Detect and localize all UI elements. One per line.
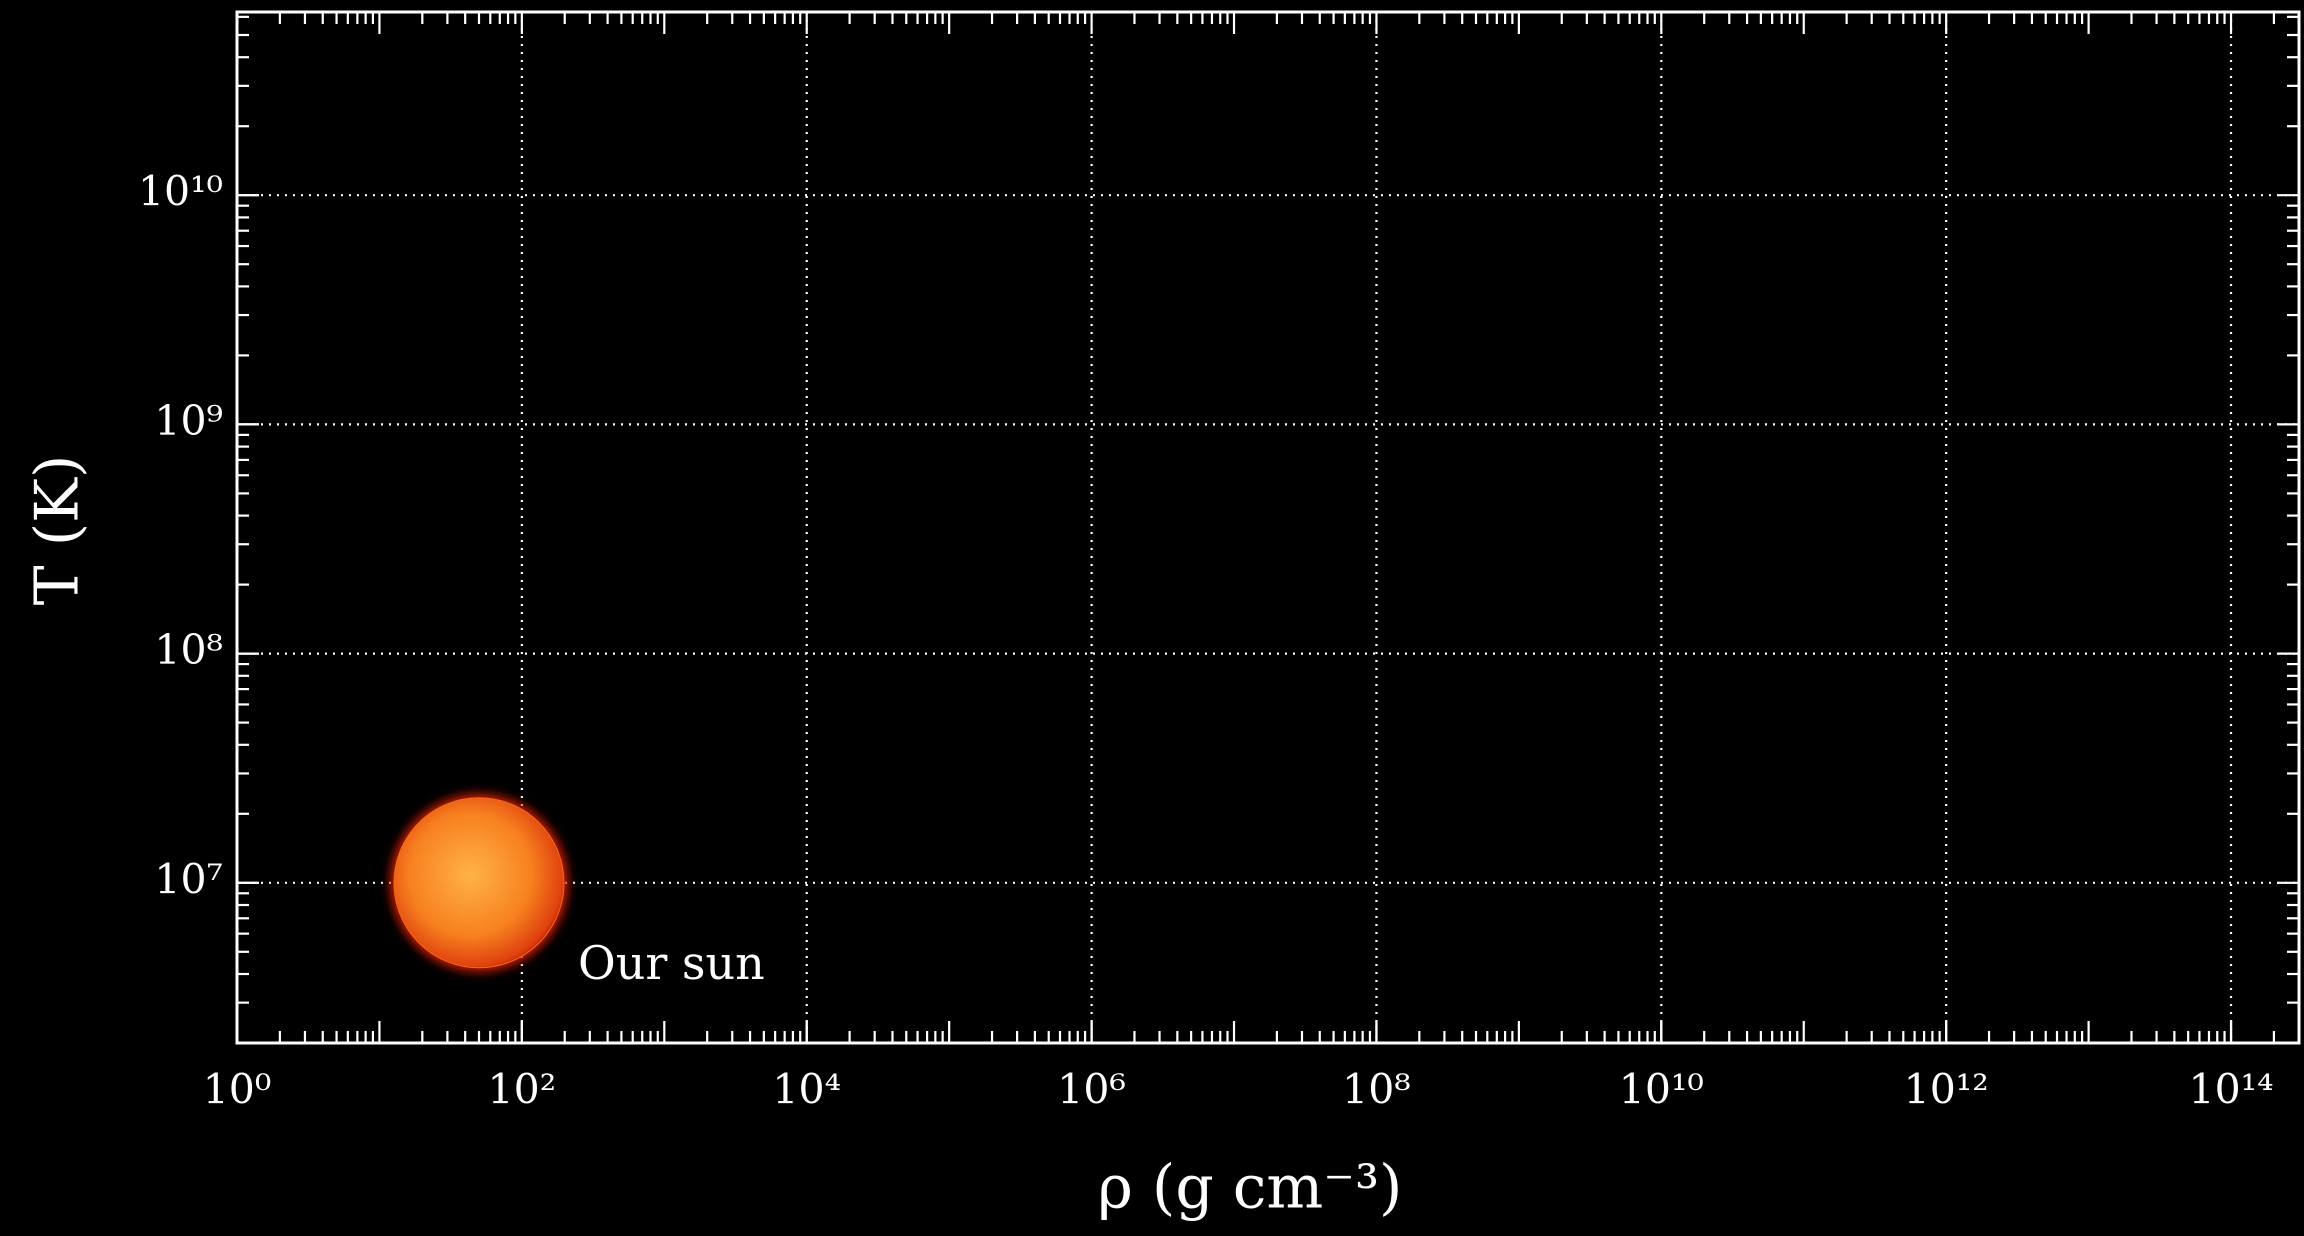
x-tick-label: 10¹⁰ (1619, 1066, 1704, 1114)
y-tick-label: 10⁸ (154, 626, 223, 674)
point-label: Our sun (578, 936, 765, 990)
y-tick-label: 10¹⁰ (138, 168, 223, 216)
y-tick-label: 10⁷ (154, 855, 223, 903)
x-tick-label: 10⁸ (1342, 1066, 1411, 1114)
x-tick-label: 10⁶ (1057, 1066, 1126, 1114)
x-tick-label: 10⁴ (772, 1066, 841, 1114)
point (393, 797, 565, 969)
x-tick-label: 10¹⁴ (2189, 1066, 2274, 1114)
plot-frame (235, 10, 2301, 1045)
y-tick-label: 10⁹ (154, 397, 223, 445)
x-tick-label: 10⁰ (203, 1066, 272, 1114)
x-axis-label: ρ (g cm⁻³) (1098, 1153, 1403, 1223)
x-tick-label: 10¹² (1904, 1066, 1989, 1114)
x-tick-label: 10² (488, 1066, 557, 1114)
y-axis-label: T (K) (23, 455, 93, 606)
